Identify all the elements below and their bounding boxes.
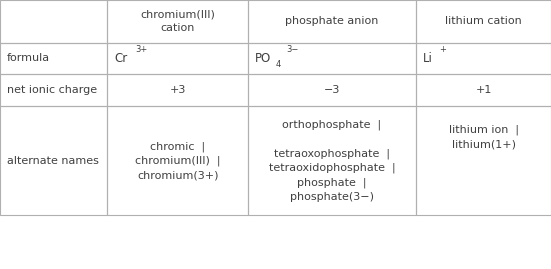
Bar xyxy=(0,43,107,74)
Bar xyxy=(0,106,107,215)
Text: lithium cation: lithium cation xyxy=(445,16,522,26)
Bar xyxy=(107,43,248,74)
Bar xyxy=(107,106,248,215)
Text: formula: formula xyxy=(7,53,50,63)
Text: PO: PO xyxy=(255,52,271,65)
Bar xyxy=(248,106,416,215)
Text: phosphate anion: phosphate anion xyxy=(285,16,379,26)
Text: chromium(III)
cation: chromium(III) cation xyxy=(141,10,215,33)
Text: −3: −3 xyxy=(324,85,340,95)
Bar xyxy=(416,106,551,215)
Text: orthophosphate  |

tetraoxophosphate  |
tetraoxidophosphate  |
phosphate  |
phos: orthophosphate | tetraoxophosphate | tet… xyxy=(269,120,395,201)
Bar xyxy=(416,43,551,74)
Text: Cr: Cr xyxy=(114,52,127,65)
Bar xyxy=(248,43,416,74)
Bar xyxy=(0,74,107,106)
Text: 3+: 3+ xyxy=(135,45,147,54)
Bar xyxy=(107,0,248,43)
Text: Li: Li xyxy=(423,52,433,65)
Bar xyxy=(248,74,416,106)
Text: +1: +1 xyxy=(476,85,491,95)
Bar xyxy=(416,74,551,106)
Bar xyxy=(416,0,551,43)
Text: +: + xyxy=(439,45,446,54)
Bar xyxy=(248,0,416,43)
Bar xyxy=(107,74,248,106)
Text: 3−: 3− xyxy=(287,45,299,54)
Text: lithium ion  |
lithium(1+): lithium ion | lithium(1+) xyxy=(449,125,518,149)
Bar xyxy=(0,0,107,43)
Text: +3: +3 xyxy=(170,85,186,95)
Text: chromic  |
chromium(III)  |
chromium(3+): chromic | chromium(III) | chromium(3+) xyxy=(135,141,220,180)
Text: net ionic charge: net ionic charge xyxy=(7,85,97,95)
Text: alternate names: alternate names xyxy=(7,155,99,166)
Text: 4: 4 xyxy=(276,60,281,69)
